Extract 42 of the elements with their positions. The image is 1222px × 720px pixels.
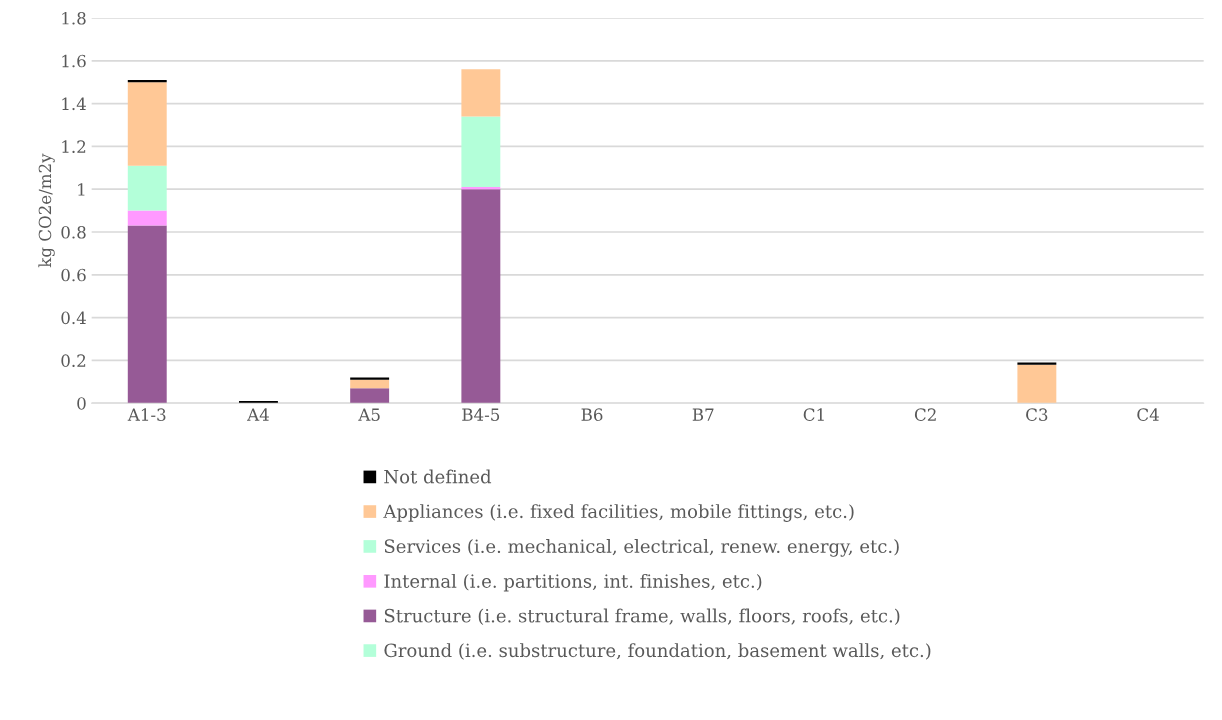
bar: [1017, 364, 1057, 404]
x-tick-label: C3: [1026, 408, 1048, 421]
x-tick-label: B6: [581, 408, 603, 421]
bar: [1017, 362, 1057, 365]
legend-label: Internal (i.e. partitions, int. finishes, etc.): [384, 573, 762, 592]
x-tick-label: A4: [247, 408, 269, 421]
y-tick-label: 1.2: [62, 140, 86, 153]
bar: [461, 116, 501, 188]
y-axis-title: kg CO2e/m2y: [38, 153, 55, 268]
bar: [127, 82, 167, 166]
y-tick-label: 0.4: [61, 311, 86, 325]
x-tick-label: A1-3: [127, 408, 166, 421]
y-tick-label: 1.8: [62, 11, 86, 25]
bar: [350, 379, 390, 389]
legend-label: Ground (i.e. substructure, foundation, basement walls, etc.): [384, 643, 931, 660]
y-tick-label: 0.6: [61, 268, 86, 282]
bar: [127, 165, 167, 211]
legend-label: Structure (i.e. structural frame, walls, floors, roofs, etc.): [384, 608, 900, 626]
y-tick-label: 0: [77, 397, 86, 410]
bar: [461, 187, 501, 190]
bar: [127, 210, 167, 226]
legend-label: Not defined: [384, 469, 492, 484]
bar: [350, 388, 390, 404]
bar: [127, 80, 167, 83]
y-tick-label: 0.8: [61, 225, 86, 239]
x-tick-label: C4: [1137, 408, 1159, 421]
y-tick-label: 1.4: [62, 97, 86, 111]
x-tick-label: C2: [914, 408, 936, 421]
x-tick-label: B7: [692, 408, 714, 421]
bar: [238, 401, 278, 404]
x-tick-label: A5: [358, 408, 380, 421]
bar: [350, 377, 390, 380]
bar: [127, 225, 167, 404]
bar: [461, 69, 501, 117]
y-tick-label: 1: [78, 183, 85, 196]
legend-label: Services (i.e. mechanical, electrical, renew. energy, etc.): [384, 539, 899, 557]
x-tick-label: B4-5: [462, 408, 500, 421]
bar: [461, 189, 501, 404]
x-tick-label: C1: [803, 408, 824, 421]
y-tick-label: 1.6: [62, 54, 86, 68]
legend-label: Appliances (i.e. fixed facilities, mobile fittings, etc.): [383, 504, 854, 522]
y-tick-label: 0.2: [61, 354, 86, 367]
